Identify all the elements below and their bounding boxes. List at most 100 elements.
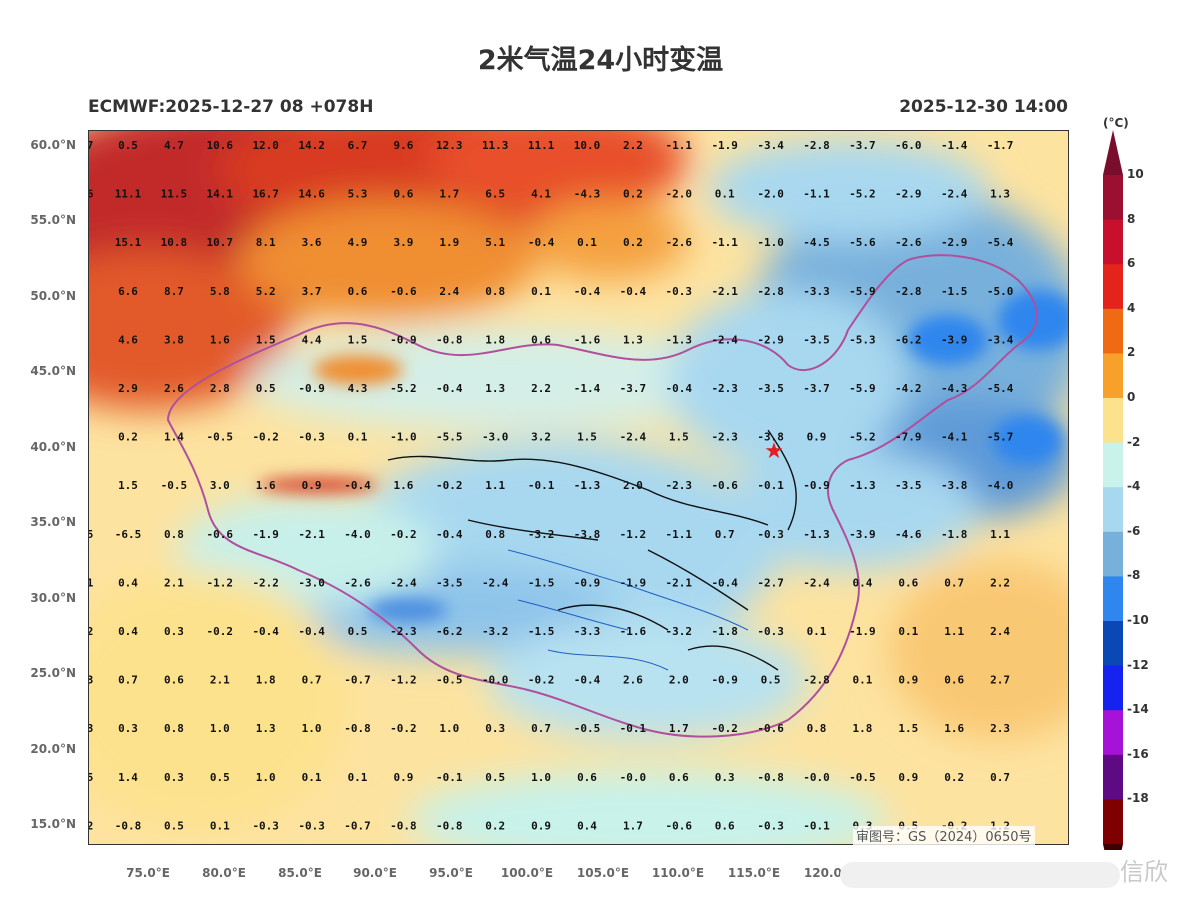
grid-value: 0.9 [807,431,827,444]
grid-value: -0.4 [574,674,601,687]
grid-value: 5.3 [348,188,368,201]
colorbar-label: -12 [1127,657,1149,672]
grid-value: 0.3 [164,625,184,638]
grid-value: -5.3 [849,333,876,346]
grid-value: -1.3 [803,528,830,541]
grid-value: -1.1 [711,236,738,249]
grid-value: -1.2 [390,674,417,687]
grid-value: -0.8 [757,771,784,784]
grid-value: 1.5 [898,722,918,735]
grid-value: -2.4 [620,431,647,444]
grid-value: 1.0 [210,722,230,735]
grid-value: -5.6 [849,236,876,249]
grid-value: 14.2 [298,139,325,152]
grid-value: 1.6 [210,333,230,346]
colorbar-swatch [1103,710,1123,756]
grid-value: -4.5 [803,236,830,249]
grid-value: -1.5 [528,625,555,638]
grid-value: -4.3 [941,382,968,395]
grid-value: 0.3 [118,722,138,735]
grid-value: 4.7 [164,139,184,152]
grid-value: 0.9 [393,771,413,784]
grid-value: -0.4 [574,285,601,298]
grid-value: -0.8 [344,722,371,735]
grid-value: -4.0 [344,528,371,541]
grid-value: -1.4 [941,139,968,152]
grid-value: 0.9 [302,479,322,492]
grid-value: 2.2 [531,382,551,395]
lon-label: 100.0°E [500,866,554,880]
colorbar-top-triangle [1103,130,1123,175]
grid-value: -0.9 [711,674,738,687]
grid-value: 3.6 [302,236,322,249]
temperature-value-grid: 7 0.5 4.7 10.6 12.0 14.2 6.7 9.6 12.3 11.3 11.1 10.… [88,139,1014,832]
grid-value: -0.3 [757,528,784,541]
grid-value: -1.5 [528,576,555,589]
grid-value: -1.8 [711,625,738,638]
grid-value: -1.2 [620,528,647,541]
grid-value: -3.0 [482,431,509,444]
colorbar [1103,130,1123,850]
grid-value: -3.3 [803,285,830,298]
grid-value: 1.0 [256,771,276,784]
grid-value: 1.8 [852,722,872,735]
grid-value: -2.7 [757,576,784,589]
colorbar-swatch [1103,576,1123,622]
grid-value: 12.0 [252,139,279,152]
grid-value: 0.1 [348,771,368,784]
grid-value: -1.6 [574,333,601,346]
temperature-change-map[interactable]: 7 0.5 4.7 10.6 12.0 14.2 6.7 9.6 12.3 11.3 11.1 10.… [88,130,1069,845]
grid-value: 0.3 [485,722,505,735]
grid-value: -0.0 [620,771,647,784]
grid-value: -5.5 [436,431,463,444]
lat-label: 45.0°N [30,364,76,378]
grid-value: -0.4 [436,382,463,395]
grid-value: -0.5 [849,771,876,784]
grid-value: 0.1 [577,236,597,249]
grid-value: 0.6 [715,819,735,832]
grid-value: 15.1 [115,236,142,249]
grid-value: 11.1 [115,188,142,201]
grid-value: -0.1 [436,771,463,784]
grid-value: 10.6 [207,139,234,152]
lat-label: 50.0°N [30,289,76,303]
grid-value: 0.1 [531,285,551,298]
grid-value: 5.2 [256,285,276,298]
grid-value: 0.6 [577,771,597,784]
grid-value: -3.5 [895,479,922,492]
grid-value: 1.7 [439,188,459,201]
grid-value: -0.4 [711,576,738,589]
grid-value: -0.2 [436,479,463,492]
grid-value: -5.2 [849,188,876,201]
grid-value: -0.8 [115,819,142,832]
grid-value: 0.2 [623,236,643,249]
grid-value: -0.4 [252,625,279,638]
grid-value: -5.9 [849,285,876,298]
grid-value: 0.2 [118,431,138,444]
grid-value: 1.1 [990,528,1010,541]
grid-value: -0.2 [390,528,417,541]
colorbar-label: -14 [1127,702,1149,717]
colorbar-swatch [1103,799,1123,845]
temperature-field [88,130,1069,845]
colorbar-bottom-triangle [1103,844,1123,850]
grid-value: 0.1 [715,188,735,201]
grid-value: 1.5 [256,333,276,346]
grid-value: 0.9 [531,819,551,832]
grid-value: 14.1 [207,188,234,201]
grid-value: 14.6 [298,188,325,201]
colorbar-label: -16 [1127,746,1149,761]
grid-value: -0.3 [666,285,693,298]
grid-value: 0.1 [302,771,322,784]
grid-value: 1.5 [118,479,138,492]
grid-value: -6.5 [115,528,142,541]
grid-value: -3.8 [574,528,601,541]
grid-value: 2.8 [210,382,230,395]
grid-value: -0.9 [574,576,601,589]
grid-value: -2.2 [252,576,279,589]
grid-value: -5.2 [390,382,417,395]
grid-value: 1.1 [485,479,505,492]
grid-value: 0.9 [898,771,918,784]
grid-value: -1.9 [252,528,279,541]
grid-value: -2.4 [390,576,417,589]
